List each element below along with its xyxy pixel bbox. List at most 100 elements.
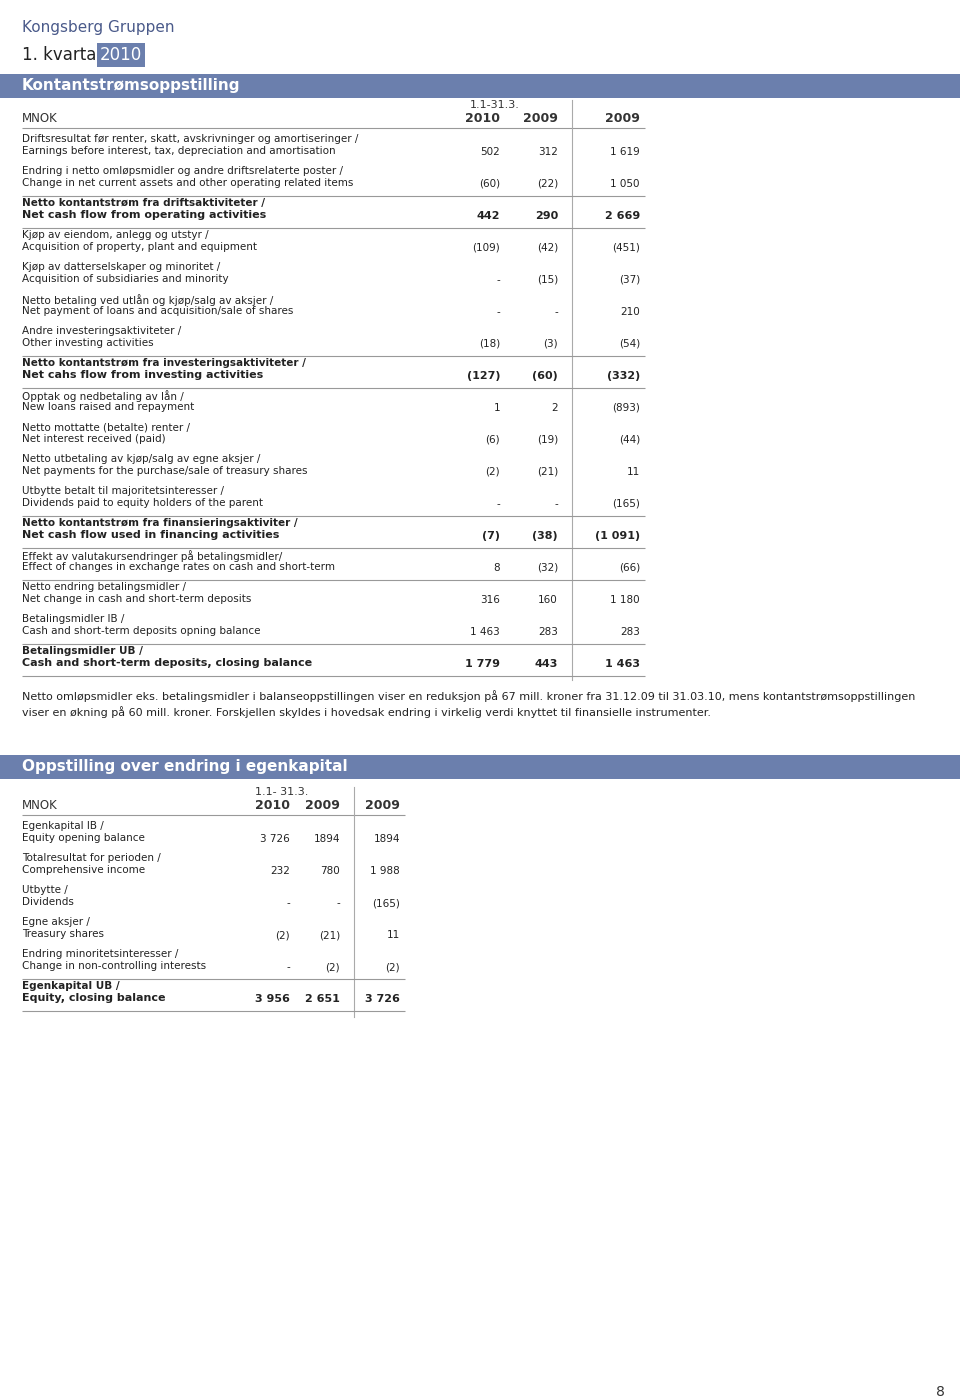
Text: (18): (18) (479, 338, 500, 350)
Text: -: - (554, 308, 558, 317)
Text: 2010: 2010 (100, 46, 142, 64)
Text: (44): (44) (619, 435, 640, 445)
Text: Utbytte /: Utbytte / (22, 885, 68, 895)
Text: 3 726: 3 726 (365, 994, 400, 1004)
Text: (2): (2) (486, 467, 500, 477)
Text: 1894: 1894 (314, 835, 340, 844)
Text: 1 619: 1 619 (611, 147, 640, 157)
Text: Dividends: Dividends (22, 898, 74, 907)
Text: 2009: 2009 (365, 800, 400, 812)
Text: 232: 232 (270, 865, 290, 877)
Text: (66): (66) (619, 563, 640, 573)
Text: Betalingsmidler UB /: Betalingsmidler UB / (22, 646, 143, 656)
Text: Totalresultat for perioden /: Totalresultat for perioden / (22, 853, 160, 863)
Text: 2: 2 (551, 403, 558, 412)
Text: (6): (6) (486, 435, 500, 445)
Text: (2): (2) (385, 962, 400, 972)
Text: Netto kontantstrøm fra investeringsaktiviteter /: Netto kontantstrøm fra investeringsaktiv… (22, 358, 306, 368)
Text: -: - (496, 275, 500, 285)
Text: MNOK: MNOK (22, 800, 58, 812)
Text: 1 779: 1 779 (465, 658, 500, 670)
Text: Netto omløpsmidler eks. betalingsmidler i balanseoppstillingen viser en reduksjo: Netto omløpsmidler eks. betalingsmidler … (22, 691, 916, 702)
Text: -: - (286, 898, 290, 907)
Text: (19): (19) (537, 435, 558, 445)
Text: Endring i netto omløpsmidler og andre driftsrelaterte poster /: Endring i netto omløpsmidler og andre dr… (22, 166, 343, 176)
Text: Kjøp av eiendom, anlegg og utstyr /: Kjøp av eiendom, anlegg og utstyr / (22, 231, 208, 240)
Text: 290: 290 (535, 211, 558, 221)
Text: 1: 1 (493, 403, 500, 412)
Text: 8: 8 (936, 1385, 945, 1398)
Text: Equity, closing balance: Equity, closing balance (22, 993, 165, 1002)
Text: Comprehensive income: Comprehensive income (22, 865, 145, 875)
Text: Net interest received (paid): Net interest received (paid) (22, 433, 166, 445)
Text: 1 988: 1 988 (371, 865, 400, 877)
Text: 1.1-31.3.: 1.1-31.3. (470, 101, 520, 110)
Text: (38): (38) (533, 531, 558, 541)
Text: Effekt av valutakursendringer på betalingsmidler/: Effekt av valutakursendringer på betalin… (22, 549, 282, 562)
Text: Betalingsmidler IB /: Betalingsmidler IB / (22, 614, 125, 624)
Text: Other investing activities: Other investing activities (22, 338, 154, 348)
Text: Change in net current assets and other operating related items: Change in net current assets and other o… (22, 178, 353, 187)
Text: Equity opening balance: Equity opening balance (22, 833, 145, 843)
Text: (42): (42) (537, 243, 558, 253)
Bar (0, 74, 960, 98)
Text: 2009: 2009 (523, 112, 558, 124)
Text: Oppstilling over endring i egenkapital: Oppstilling over endring i egenkapital (22, 759, 348, 774)
Text: 2009: 2009 (305, 800, 340, 812)
Text: Effect of changes in exchange rates on cash and short-term: Effect of changes in exchange rates on c… (22, 562, 335, 572)
Text: 1. kvartal: 1. kvartal (22, 46, 107, 64)
Text: 2009: 2009 (605, 112, 640, 124)
Text: Netto utbetaling av kjøp/salg av egne aksjer /: Netto utbetaling av kjøp/salg av egne ak… (22, 454, 260, 464)
Text: Acquisition of subsidiaries and minority: Acquisition of subsidiaries and minority (22, 274, 228, 284)
Text: Netto mottatte (betalte) renter /: Netto mottatte (betalte) renter / (22, 422, 190, 432)
Text: Net change in cash and short-term deposits: Net change in cash and short-term deposi… (22, 594, 252, 604)
Text: (21): (21) (537, 467, 558, 477)
Text: Endring minoritetsinteresser /: Endring minoritetsinteresser / (22, 949, 179, 959)
Text: Net cash flow from operating activities: Net cash flow from operating activities (22, 210, 266, 219)
Text: Kjøp av datterselskaper og minoritet /: Kjøp av datterselskaper og minoritet / (22, 261, 220, 273)
Text: 2010: 2010 (465, 112, 500, 124)
Text: (127): (127) (467, 370, 500, 382)
Text: Andre investeringsaktiviteter /: Andre investeringsaktiviteter / (22, 326, 181, 336)
Text: (165): (165) (612, 499, 640, 509)
Text: (21): (21) (319, 930, 340, 939)
Text: (451): (451) (612, 243, 640, 253)
Text: 502: 502 (480, 147, 500, 157)
Text: viser en økning på 60 mill. kroner. Forskjellen skyldes i hovedsak endring i vir: viser en økning på 60 mill. kroner. Fors… (22, 706, 711, 719)
Text: -: - (336, 898, 340, 907)
Text: (3): (3) (543, 338, 558, 350)
Text: Egenkapital UB /: Egenkapital UB / (22, 981, 120, 991)
Text: Netto kontantstrøm fra finansieringsaktiviter /: Netto kontantstrøm fra finansieringsakti… (22, 519, 298, 528)
Text: Opptak og nedbetaling av lån /: Opptak og nedbetaling av lån / (22, 390, 183, 401)
Text: Net payments for the purchase/sale of treasury shares: Net payments for the purchase/sale of tr… (22, 466, 307, 475)
Text: (893): (893) (612, 403, 640, 412)
Text: 1894: 1894 (373, 835, 400, 844)
Text: 8: 8 (493, 563, 500, 573)
Text: Net cahs flow from investing activities: Net cahs flow from investing activities (22, 370, 263, 380)
Text: Kongsberg Gruppen: Kongsberg Gruppen (22, 20, 175, 35)
Text: 283: 283 (539, 626, 558, 637)
Text: Earnings before interest, tax, depreciation and amortisation: Earnings before interest, tax, depreciat… (22, 145, 336, 157)
Text: (1 091): (1 091) (595, 531, 640, 541)
Text: 1 463: 1 463 (470, 626, 500, 637)
Text: Net payment of loans and acquisition/sale of shares: Net payment of loans and acquisition/sal… (22, 306, 294, 316)
Text: 1 180: 1 180 (611, 596, 640, 605)
Text: 443: 443 (535, 658, 558, 670)
Text: (332): (332) (607, 370, 640, 382)
Text: 3 956: 3 956 (255, 994, 290, 1004)
Text: Acquisition of property, plant and equipment: Acquisition of property, plant and equip… (22, 242, 257, 252)
Text: Egne aksjer /: Egne aksjer / (22, 917, 90, 927)
Text: Netto betaling ved utlån og kjøp/salg av aksjer /: Netto betaling ved utlån og kjøp/salg av… (22, 294, 274, 306)
Text: 11: 11 (387, 930, 400, 939)
Text: 780: 780 (321, 865, 340, 877)
Text: (60): (60) (532, 370, 558, 382)
Text: -: - (554, 499, 558, 509)
Text: (109): (109) (472, 243, 500, 253)
Text: 160: 160 (539, 596, 558, 605)
Text: (2): (2) (325, 962, 340, 972)
Text: (54): (54) (619, 338, 640, 350)
Text: Cash and short-term deposits, closing balance: Cash and short-term deposits, closing ba… (22, 658, 312, 668)
Text: (32): (32) (537, 563, 558, 573)
Text: -: - (496, 308, 500, 317)
Text: Utbytte betalt til majoritetsinteresser /: Utbytte betalt til majoritetsinteresser … (22, 487, 224, 496)
